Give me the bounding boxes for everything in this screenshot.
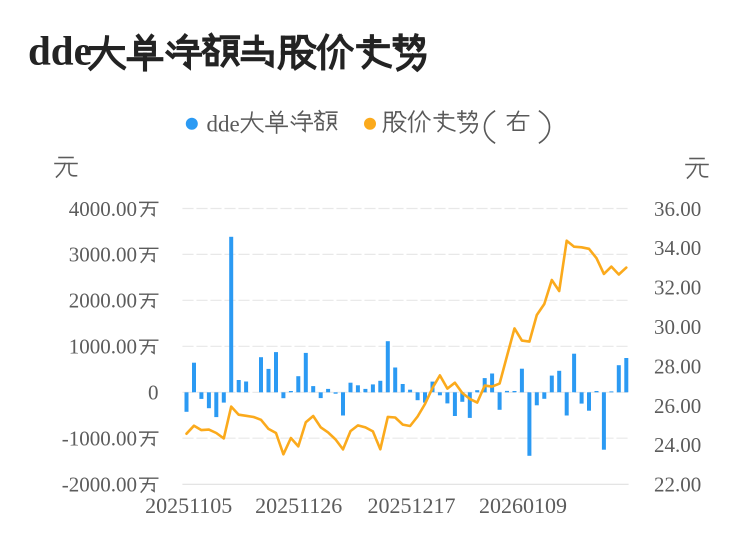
svg-text:36.00: 36.00 [654,197,701,221]
svg-text:-2000.00: -2000.00 [62,473,137,497]
svg-text:20260109: 20260109 [479,493,567,518]
svg-text:34.00: 34.00 [654,236,701,260]
svg-text:22.00: 22.00 [654,473,701,497]
svg-text:dde: dde [28,28,92,74]
svg-text:28.00: 28.00 [654,354,701,378]
svg-text:20251126: 20251126 [255,493,342,518]
svg-text:0: 0 [148,381,159,405]
svg-text:3000.00: 3000.00 [69,243,137,267]
svg-text:24.00: 24.00 [654,433,701,457]
svg-text:26.00: 26.00 [654,394,701,418]
svg-text:4000.00: 4000.00 [69,197,137,221]
svg-text:20251105: 20251105 [145,493,232,518]
svg-text:30.00: 30.00 [654,315,701,339]
svg-text:32.00: 32.00 [654,276,701,300]
svg-text:dde: dde [207,111,240,136]
svg-text:20251217: 20251217 [368,493,456,518]
svg-text:1000.00: 1000.00 [69,335,137,359]
svg-text:2000.00: 2000.00 [69,289,137,313]
svg-text:-1000.00: -1000.00 [62,427,137,451]
